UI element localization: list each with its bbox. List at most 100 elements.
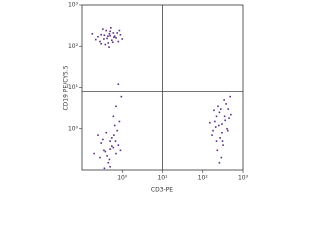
point [102,138,104,141]
point [103,149,105,152]
point [227,108,230,110]
point [117,40,120,43]
point [217,105,219,108]
point [215,140,218,142]
point [105,131,108,134]
point [223,99,225,101]
point [110,27,112,29]
point [108,46,110,48]
point [118,120,121,123]
point [221,123,223,125]
point [109,34,111,37]
point [100,42,103,45]
point [115,152,117,155]
point [106,155,108,157]
point [113,134,115,136]
point [113,35,116,38]
x-tick-label: 10³ [238,175,249,182]
point [109,165,111,168]
point [110,137,113,139]
point [112,115,115,118]
point [107,35,109,38]
point [211,134,213,136]
point [109,148,111,150]
point [97,134,99,136]
point [215,115,218,118]
point [97,35,99,38]
point [109,30,111,33]
point [113,124,116,127]
point [99,156,101,159]
point [108,33,111,35]
point [120,95,123,98]
point [93,152,95,155]
point [108,158,111,161]
point [222,144,224,146]
point [213,109,215,112]
point [106,37,108,40]
point [110,145,113,147]
chart: CD3-PE CD19 PE/CY5.5 10⁰ 10¹ 10² 10³ 10⁰ 10¹ 1… [63,2,249,194]
y-tick-label: 10³ [68,2,79,9]
point [103,34,106,37]
y-tick-label: 10⁰ [68,125,79,132]
point [102,28,104,30]
point [115,37,117,39]
point [107,42,110,44]
point [104,150,107,153]
point [119,149,122,152]
point [112,146,115,149]
y-tick-label: 10¹ [68,84,79,91]
x-tick-label: 10¹ [157,175,168,182]
point [219,108,222,110]
x-axis-label: CD3-PE [151,187,173,194]
point [227,129,229,132]
point [100,142,103,144]
point [223,115,226,118]
point [230,113,232,116]
point [111,41,114,44]
point [226,127,228,130]
point [103,167,106,170]
point [229,95,231,98]
point [218,111,221,114]
point [116,129,119,132]
point [221,140,224,142]
point [115,105,117,108]
point [112,32,115,34]
y-axis-label: CD19 PE/CY5.5 [63,65,70,110]
x-tick-label: 10⁰ [117,175,128,182]
point [99,40,101,43]
point [91,33,94,35]
x-tick-label: 10² [198,175,209,182]
point [103,38,105,40]
point [212,129,214,132]
point [219,137,221,139]
y-tick-label: 10² [68,43,79,50]
point [228,117,230,120]
point [119,33,122,36]
point [221,131,223,134]
point [117,83,120,86]
point [224,119,226,122]
point [209,121,211,124]
point [113,36,115,39]
point [225,103,227,105]
point [218,161,221,164]
point [117,144,120,146]
point [114,140,117,142]
point [214,120,216,123]
point [216,149,219,152]
point [94,38,97,41]
point [105,29,108,32]
point [104,43,107,46]
point [217,124,220,127]
point [118,29,121,32]
point [214,126,217,128]
point [100,33,103,36]
point [220,156,223,159]
point [121,38,124,40]
point [109,140,111,142]
point [107,161,110,164]
point [116,32,119,34]
